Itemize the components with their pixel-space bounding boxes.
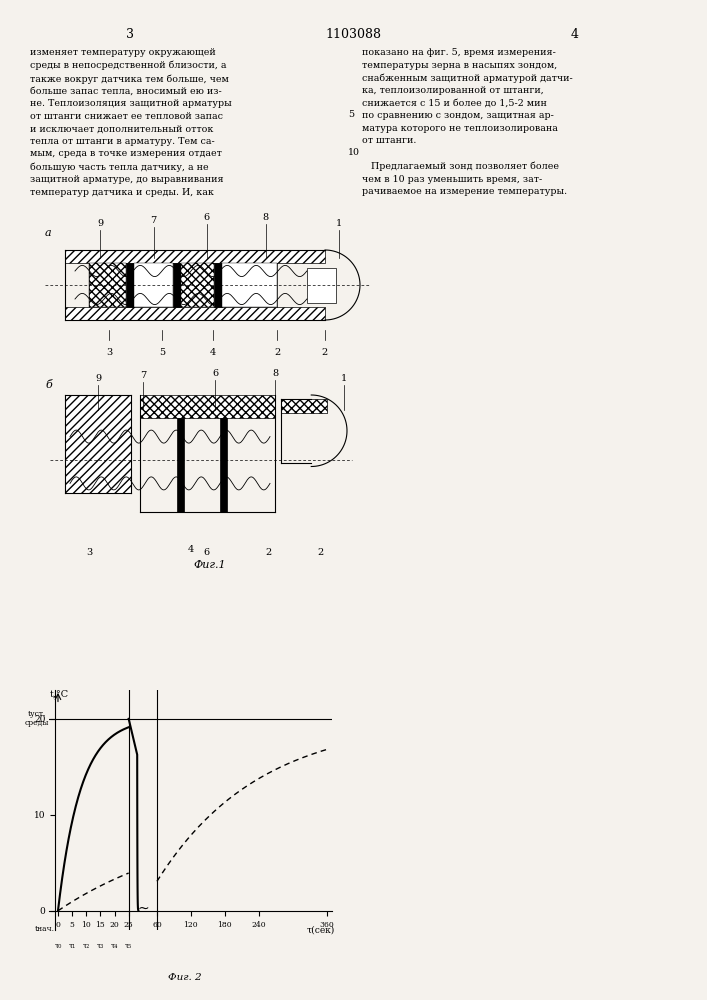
Polygon shape [177, 418, 184, 512]
Polygon shape [65, 250, 325, 263]
Text: 6: 6 [212, 369, 218, 378]
Text: ~: ~ [137, 902, 148, 916]
Polygon shape [65, 395, 131, 492]
Text: 1103088: 1103088 [325, 28, 381, 41]
Text: 9: 9 [98, 219, 103, 228]
Text: 8: 8 [272, 369, 278, 378]
Text: 10: 10 [348, 148, 360, 157]
Polygon shape [140, 395, 275, 418]
Text: 2: 2 [266, 548, 272, 557]
Text: tнач.: tнач. [35, 925, 55, 933]
Polygon shape [281, 399, 327, 413]
Text: τ(сек): τ(сек) [307, 925, 335, 934]
Text: Фиг.1: Фиг.1 [194, 560, 226, 570]
Polygon shape [307, 267, 337, 302]
Text: 8: 8 [262, 213, 269, 222]
Text: t,°C: t,°C [49, 690, 69, 699]
Polygon shape [220, 418, 227, 512]
Text: 7: 7 [140, 371, 146, 380]
Text: τ₂: τ₂ [83, 942, 90, 950]
Text: 6: 6 [203, 548, 209, 557]
Polygon shape [126, 263, 134, 307]
Text: показано на фиг. 5, время измерения-
температуры зерна в насыпях зондом,
снабжен: показано на фиг. 5, время измерения- тем… [362, 48, 573, 196]
Text: τ₁: τ₁ [69, 942, 76, 950]
Text: τ₅: τ₅ [125, 942, 132, 950]
Text: tуст.
среды: tуст. среды [25, 710, 49, 727]
Text: 2: 2 [317, 548, 323, 557]
Polygon shape [134, 263, 173, 307]
Text: 5: 5 [348, 110, 354, 119]
Text: 4: 4 [571, 28, 579, 41]
Text: 5: 5 [159, 348, 165, 357]
Text: 1: 1 [341, 374, 347, 383]
Text: 4: 4 [188, 545, 194, 554]
Text: 3: 3 [106, 348, 112, 357]
Polygon shape [181, 263, 214, 307]
Text: 7: 7 [151, 216, 157, 225]
Polygon shape [173, 263, 181, 307]
Polygon shape [88, 263, 126, 307]
Text: изменяет температуру окружающей
среды в непосредственной близости, а
также вокру: изменяет температуру окружающей среды в … [30, 48, 232, 197]
Text: τ₀: τ₀ [54, 942, 62, 950]
Text: 4: 4 [209, 348, 216, 357]
Polygon shape [214, 263, 223, 307]
Text: 2: 2 [274, 348, 281, 357]
Text: τ₄: τ₄ [111, 942, 118, 950]
Text: 2: 2 [322, 348, 328, 357]
Text: 9: 9 [95, 374, 101, 383]
Text: 6: 6 [204, 213, 210, 222]
Text: 3: 3 [86, 548, 92, 557]
Text: а: а [45, 228, 52, 238]
Text: 3: 3 [126, 28, 134, 41]
Text: 1: 1 [337, 219, 342, 228]
Text: Фиг. 2: Фиг. 2 [168, 973, 202, 982]
Polygon shape [223, 263, 277, 307]
Polygon shape [65, 307, 325, 320]
Text: б: б [45, 380, 52, 390]
Text: τ₃: τ₃ [97, 942, 104, 950]
